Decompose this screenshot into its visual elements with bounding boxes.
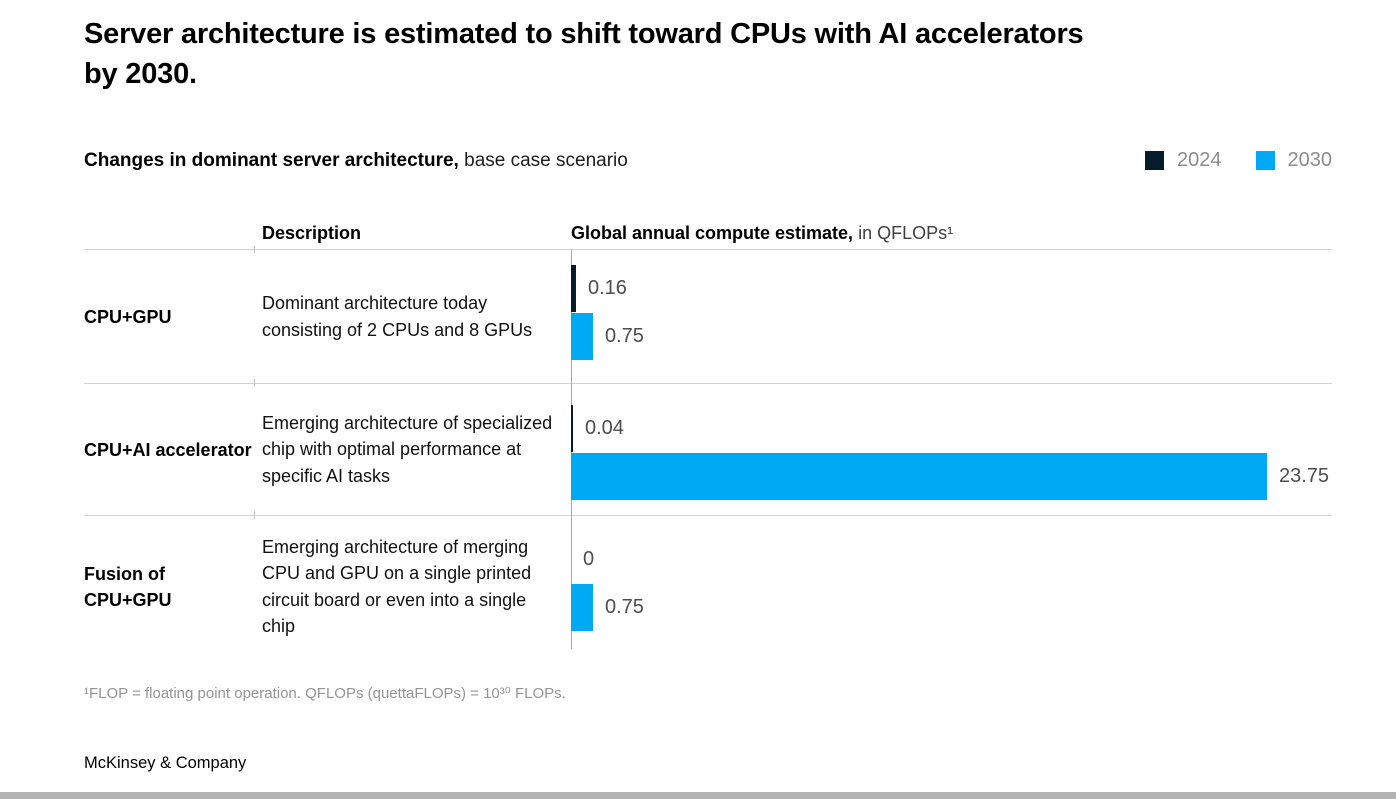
table-row: CPU+GPU Dominant architecture today consi… [84,250,1332,383]
chart-meta-row: Changes in dominant server architecture,… [84,149,1332,172]
footnote: ¹FLOP = floating point operation. QFLOPs… [84,685,566,702]
bar-slot: 0.75 [571,584,644,631]
column-header-compute-bold: Global annual compute estimate, [571,223,854,243]
bar-2030 [571,584,593,631]
table-row: Fusion of CPU+GPU Emerging architecture o… [84,511,1332,657]
chart-cell: 0 0.75 [571,516,1332,657]
category-label: CPU+GPU [84,306,172,327]
bar-value-label: 0.16 [588,277,627,299]
legend-label: 2024 [1177,149,1222,171]
bar-value-label: 0.04 [585,417,624,439]
chart-cell: 0.16 0.75 [571,250,1332,383]
table-header-row: Description Global annual compute estima… [84,222,1332,253]
chart-cell: 0.04 23.75 [571,384,1332,515]
chart-legend: 2024 2030 [1145,149,1332,172]
bar-slot: 23.75 [571,453,1329,500]
column-header-compute-unit: in QFLOPs¹ [853,223,954,243]
legend-swatch-2030 [1255,151,1275,170]
legend-item-2030: 2030 [1255,149,1333,172]
title-line-2: by 2030. [84,58,197,90]
bar-2024 [571,405,573,452]
brand-logo: McKinsey & Company [84,754,247,772]
legend-item-2024: 2024 [1145,149,1222,172]
page-title: Server architecture is estimated to shif… [84,14,1324,94]
bar-pair: 0.16 0.75 [571,265,644,360]
bar-value-label: 0 [583,548,595,570]
category-description: Emerging architecture of merging CPU and… [262,536,532,637]
category-label: Fusion of CPU+GPU [84,563,172,610]
legend-label: 2030 [1287,149,1333,171]
chart-subtitle: Changes in dominant server architecture,… [84,150,628,172]
bar-pair: 0 0.75 [571,536,644,631]
bar-2030 [571,313,593,360]
bar-value-label: 0.75 [605,325,644,347]
chart-subtitle-bold: Changes in dominant server architecture, [84,149,459,171]
bar-slot: 0.75 [571,313,644,360]
bar-value-label: 23.75 [1279,465,1330,487]
bar-slot: 0.16 [571,265,644,312]
category-description: Emerging architecture of specialized chi… [262,412,553,486]
chart-subtitle-regular: base case scenario [458,149,628,171]
column-header-compute: Global annual compute estimate, in QFLOP… [571,223,953,244]
category-label: CPU+AI accelerator [84,439,252,460]
category-description: Dominant architecture today consisting o… [262,293,533,340]
bar-slot: 0 [571,536,644,583]
bar-pair: 0.04 23.75 [571,405,1329,500]
table-body: CPU+GPU Dominant architecture today consi… [84,250,1332,657]
bar-slot: 0.04 [571,405,1329,452]
exhibit-table: Description Global annual compute estima… [84,222,1332,657]
bar-value-label: 0.75 [605,596,644,618]
title-line-1: Server architecture is estimated to shif… [84,18,1084,50]
bar-2024 [571,265,576,312]
bottom-bar [0,792,1396,799]
bar-2030 [571,453,1267,500]
column-header-description: Description [262,223,362,243]
legend-swatch-2024 [1145,151,1164,170]
table-row: CPU+AI accelerator Emerging architecture … [84,379,1332,515]
